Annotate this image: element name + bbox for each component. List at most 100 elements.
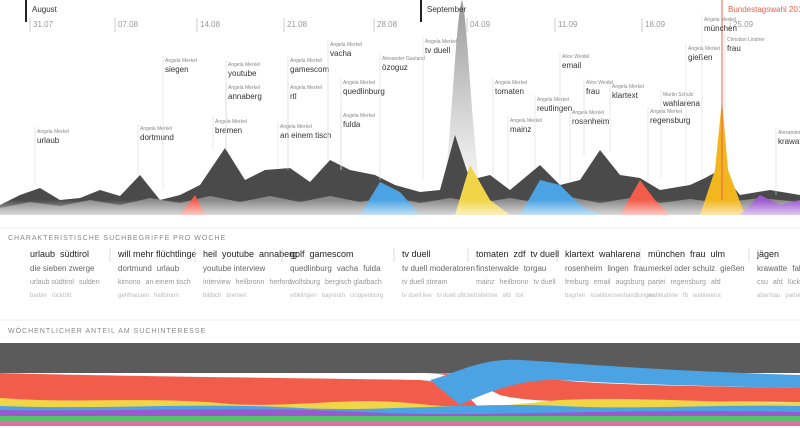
term-row: tv duell live tv duell uhrzeit [402,293,476,299]
annotation-person: Angela Merkel [650,109,682,115]
date-label: 18.09 [645,20,666,29]
term: youtube interview [203,264,265,273]
term: cloppenburg [350,293,383,299]
term: interview [203,279,232,286]
date-label: 04.09 [470,20,491,29]
term: wahlkabine [647,293,679,299]
term: tv duell [534,279,557,286]
date-label: 28.08 [377,20,398,29]
annotation-person: Angela Merkel [704,17,736,23]
term: fb [683,293,689,299]
term: gießen [720,264,744,273]
term: bergisch gladbach [325,279,382,286]
term: partei [648,279,666,286]
term-row: münchen frau ulm [648,249,725,259]
month-label: September [427,5,466,14]
term-row: tv duell [402,249,431,259]
term: koalitionsverhandlungen [590,293,655,299]
date-label: 11.09 [558,20,578,29]
annotation-term: tv duell [425,46,451,55]
annotation-term: reutlingen [537,104,572,113]
annotation-person: Angela Merkel [572,110,604,116]
term: abenhau [757,293,780,299]
annotation-person: Angela Merkel [228,85,260,91]
term: gehlhausen [118,293,149,299]
term-row: gehlhausen heilbronn [118,293,179,299]
term: lingen [607,264,628,273]
term: heilbronn [236,279,265,286]
annotation-person: Alexander Gauland [382,56,425,62]
term: csu [757,279,768,286]
annotation-person: Angela Merkel [612,84,644,90]
section-title: CHARAKTERISTISCHE SUCHBEGRIFFE PRO WOCHE [8,235,226,242]
term: will mehr flüchtlinge [117,249,197,259]
term-row: golf gamescom [290,249,354,259]
term-row: merkel oder schulz gießen [648,264,745,273]
term-row: tv duell stream [402,279,448,286]
annotation-term: mainz [510,125,531,134]
term: heil [203,249,217,259]
annotation-term: frau [727,44,741,53]
annotation-term: gießen [688,53,712,62]
term-row: interview heilbronn herford [203,279,292,286]
term: merkel oder schulz [648,264,715,273]
date-label: 25.09 [733,20,754,29]
term: urlaub [157,264,180,273]
date-label: 21.08 [287,20,308,29]
term: bremen [226,293,246,299]
term-row: rosenheim lingen frau [565,264,648,273]
annotation-person: Angela Merkel [343,80,375,86]
term: rücktritt [52,293,72,299]
annotation-person: Angela Merkel [165,58,197,64]
term: partei [785,293,800,299]
term: heilbronn [500,279,529,286]
term-row: abenhau partei [757,293,800,299]
term: sulden [79,279,100,286]
annotation-term: an einem tisch [280,131,332,140]
annotation-person: Angela Merkel [510,118,542,124]
annotation-term: email [562,61,581,70]
term-row: jägen [756,249,779,259]
term: kimono [118,279,141,286]
term-row: krawatte fake [757,264,800,273]
annotation-person: Alice Weidel [586,80,613,86]
term-row: youtube interview [203,264,265,273]
term: an einem tisch [146,279,191,286]
term-row: mainz heilbronn tv duell [476,279,556,286]
term-row: urlaub südtirol [30,249,89,259]
month-label: Bundestagswahl 2017 [728,5,800,14]
term-row: wahlkabine fb wahlarena [647,293,721,299]
annotation-person: Angela Merkel [290,58,322,64]
annotation-term: frau [586,87,600,96]
annotation-person: Angela Merkel [688,46,720,52]
annotation-term: annaberg [228,92,262,101]
term: südtirol [60,249,89,259]
term-row: bagmer koalitionsverhandlungen [565,293,655,299]
term-row: will mehr flüchtlinge [117,249,197,259]
term-row: dortmund urlaub [118,264,180,273]
term: youtube [222,249,254,259]
term: bayreuth [322,293,345,299]
term: wahlarena [598,249,641,259]
term: mainz [476,279,495,286]
term: völklingen [290,293,317,299]
annotation-person: Angela Merkel [495,80,527,86]
term: dortmund [118,264,152,273]
term-row: kimono an einem tisch [118,279,191,286]
term: fake [792,264,800,273]
annotation-term: münchen [704,24,737,33]
annotation-term: quedlinburg [343,87,385,96]
annotation-person: Angela Merkel [425,39,457,45]
annotation-person: Angela Merkel [330,42,362,48]
term-row: tafelnne afd fox [476,293,524,299]
annotation-term: vacha [330,49,352,58]
term: email [594,279,611,286]
annotation-person: Angela Merkel [290,85,322,91]
term: finsterwalde [476,264,519,273]
annotation-term: krawatte [778,137,800,146]
annotation-person: Martin Schulz [663,92,694,98]
annotation-term: rtl [290,92,297,101]
term: fox [516,293,524,299]
date-label: 07.08 [118,20,139,29]
